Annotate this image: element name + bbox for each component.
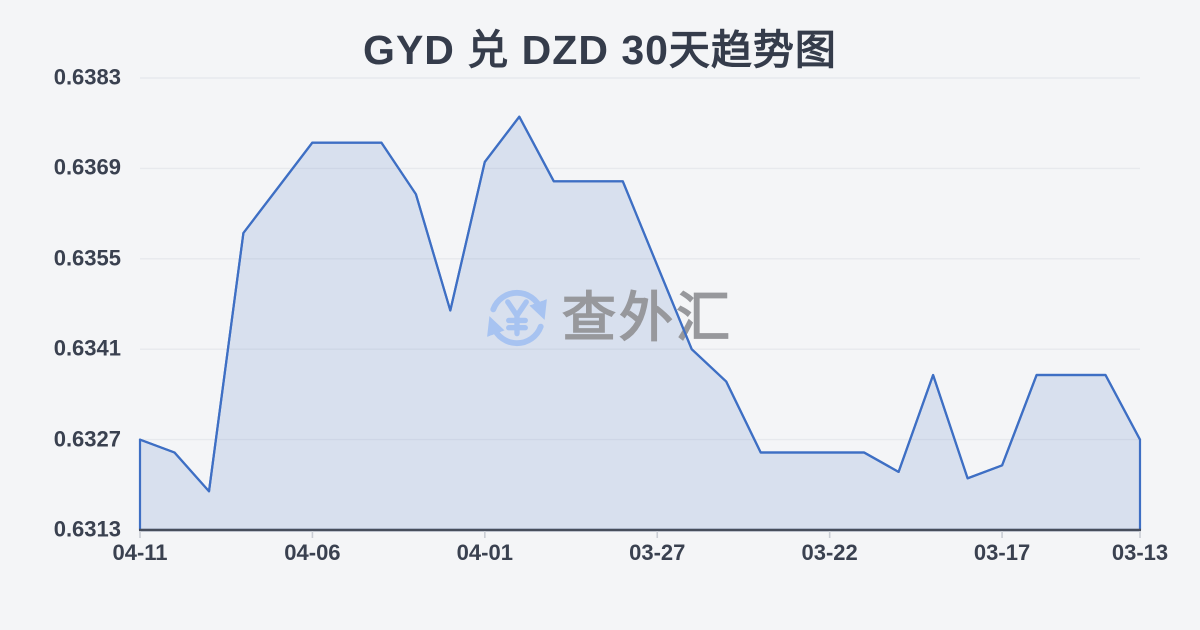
chart-base-layer — [0, 0, 1200, 630]
area-series — [140, 117, 1140, 530]
trend-chart-card: GYD 兑 DZD 30天趋势图 查外汇 04-1104-0604-0103-2… — [0, 0, 1200, 630]
